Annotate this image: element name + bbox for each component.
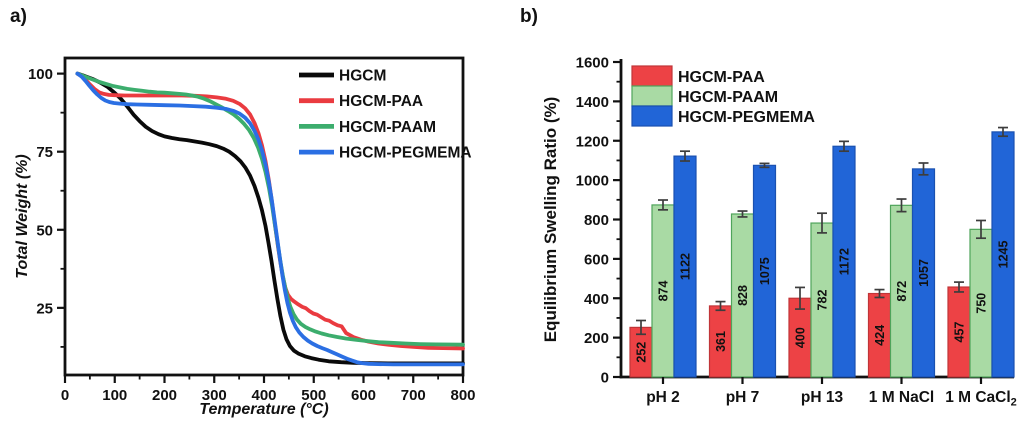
tga-legend: HGCM HGCM-PAA HGCM-PAAM HGCM-PEGMEMA — [299, 68, 472, 162]
category-label: pH 7 — [726, 389, 760, 406]
y-tick-label: 800 — [584, 212, 609, 229]
y-tick-label: 200 — [584, 330, 609, 347]
x-tick-label: 100 — [102, 387, 127, 404]
swelling-legend: HGCM-PAA HGCM-PAAM HGCM-PEGMEMA — [631, 65, 815, 127]
legend-label-HGCM-PAAM: HGCM-PAAM — [678, 89, 778, 106]
y-tick-label: 25 — [36, 300, 53, 317]
bar-value-label: 424 — [873, 325, 887, 346]
x-tick-label: 0 — [61, 387, 69, 404]
legend-label-HGCM-PAA: HGCM-PAA — [339, 93, 423, 110]
bar-value-label: 457 — [952, 322, 966, 343]
x-tick-label: 700 — [401, 387, 426, 404]
y-tick-label: 400 — [584, 291, 609, 308]
bar-value-label: 1122 — [678, 253, 692, 280]
legend-swatch-HGCM-PAA — [631, 65, 673, 87]
legend-label-HGCM-PEGMEMA: HGCM-PEGMEMA — [678, 109, 815, 126]
y-tick-label: 1400 — [576, 94, 609, 111]
bar-value-label: 874 — [656, 280, 670, 301]
panel-b-label: b) — [520, 6, 538, 27]
bar-value-label: 1057 — [917, 259, 931, 287]
legend-label-HGCM-PAAM: HGCM-PAAM — [339, 119, 436, 136]
bar-value-label: 400 — [793, 327, 807, 348]
x-tick-label: 300 — [202, 387, 227, 404]
bar-value-label: 1075 — [758, 257, 772, 285]
y-tick-label: 1000 — [576, 173, 609, 190]
x-axis-title: Temperature (°C) — [199, 401, 328, 418]
swelling-bar-chart: 0 200 400 600 800 1000 1200 1400 1600 Equilibrium… — [541, 55, 1017, 409]
legend-swatch-HGCM-PEGMEMA — [631, 105, 673, 127]
category-label: pH 13 — [801, 389, 844, 406]
y-tick-label: 1200 — [576, 133, 609, 150]
y-tick-label: 1600 — [576, 55, 609, 72]
y-tick-label: 75 — [36, 144, 53, 161]
bar-value-label: 872 — [895, 281, 909, 302]
y-tick-label: 0 — [601, 370, 609, 387]
y-axis-title: Total Weight (%) — [14, 154, 31, 278]
x-tick-label: 600 — [351, 387, 376, 404]
tga-curve-HGCM-PAAM — [75, 71, 465, 347]
tga-curve-HGCM — [75, 71, 465, 366]
bar-value-label: 252 — [634, 342, 648, 363]
bar-value-label: 361 — [714, 331, 728, 352]
bar-value-label: 1245 — [996, 240, 1010, 268]
category-label: pH 2 — [646, 389, 680, 406]
y-tick-label: 50 — [36, 222, 53, 239]
category-label: 1 M NaCl — [869, 389, 934, 406]
bar-value-label: 782 — [815, 290, 829, 311]
x-tick-label: 800 — [450, 387, 475, 404]
legend-label-HGCM-PAA: HGCM-PAA — [678, 69, 765, 86]
bar-value-label: 828 — [736, 285, 750, 306]
x-tick-label: 400 — [251, 387, 276, 404]
tga-line-chart: 0 100 200 300 400 500 600 700 800 25 50 75 100 Temper… — [14, 56, 476, 418]
y-tick-label: 100 — [28, 66, 53, 83]
legend-swatch-HGCM-PAAM — [631, 85, 673, 107]
legend-label-HGCM-PEGMEMA: HGCM-PEGMEMA — [339, 145, 472, 162]
category-label: 1 M CaCl2 — [945, 389, 1017, 409]
legend-label-HGCM: HGCM — [339, 68, 386, 85]
bar-value-label: 750 — [974, 293, 988, 314]
bar-value-label: 1172 — [837, 248, 851, 275]
y-axis-title: Equilibrium Swelling Ratio (%) — [541, 97, 560, 343]
tga-curve-HGCM-PEGMEMA — [75, 71, 465, 367]
y-tick-label: 600 — [584, 251, 609, 268]
x-tick-label: 200 — [152, 387, 177, 404]
x-tick-label: 500 — [301, 387, 326, 404]
panel-a-label: a) — [10, 6, 27, 27]
